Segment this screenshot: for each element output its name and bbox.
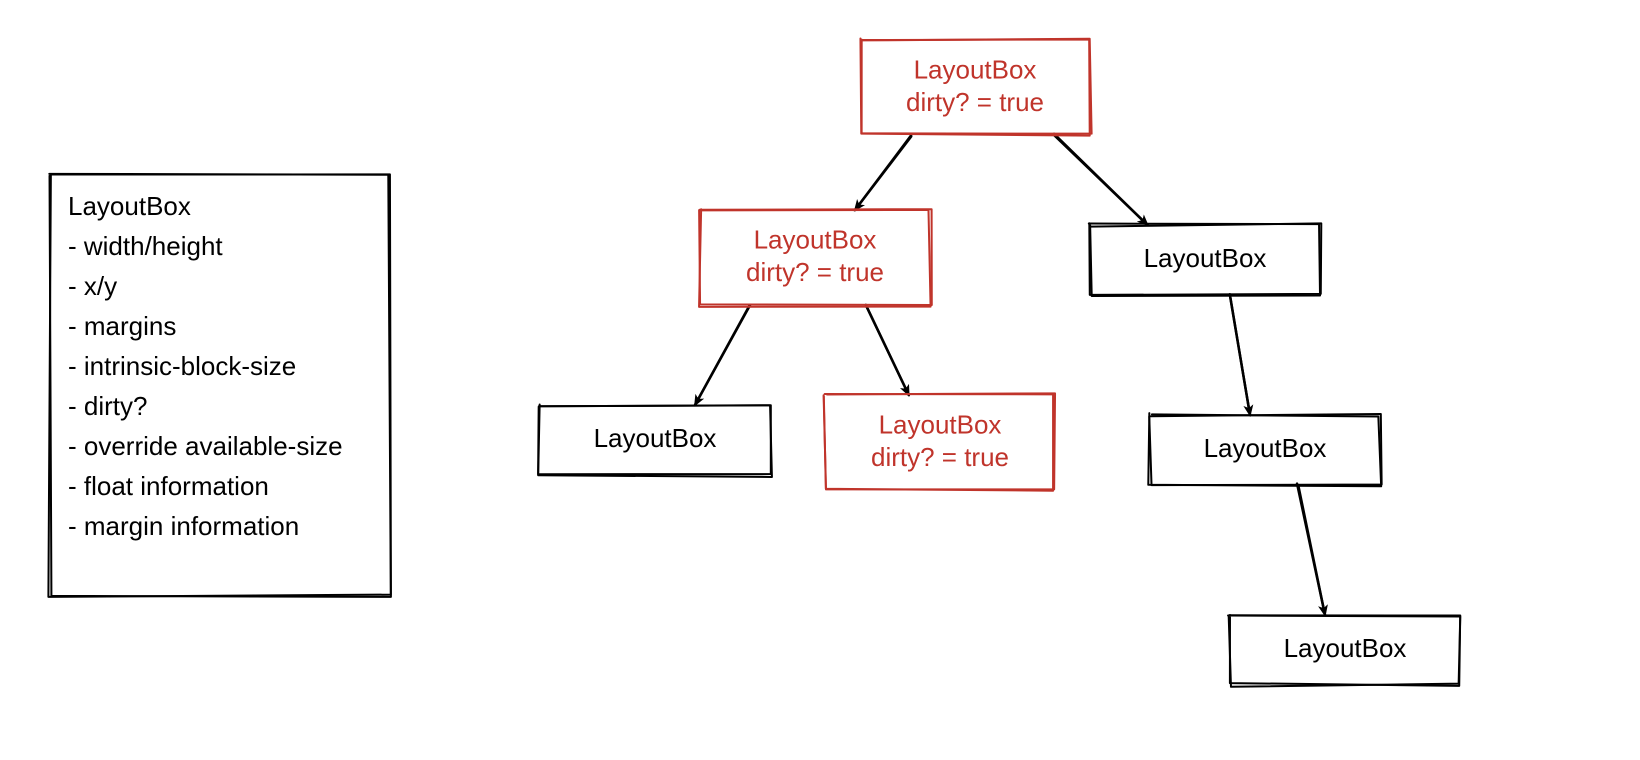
tree-node-l3: LayoutBox xyxy=(1228,615,1460,687)
tree-node-root: LayoutBoxdirty? = true xyxy=(860,39,1091,136)
layoutbox-tree-diagram: LayoutBoxdirty? = trueLayoutBoxdirty? = … xyxy=(0,0,1640,760)
tree-node-label: dirty? = true xyxy=(906,87,1044,117)
info-panel-item: - override available-size xyxy=(68,431,343,461)
info-panel-item: - intrinsic-block-size xyxy=(68,351,296,381)
info-panel-item: - margin information xyxy=(68,511,299,541)
info-panel-item: - dirty? xyxy=(68,391,147,421)
tree-node-label: dirty? = true xyxy=(746,257,884,287)
info-panel-layer: LayoutBox - width/height - x/y - margins - i… xyxy=(48,174,391,597)
tree-node-l1l: LayoutBoxdirty? = true xyxy=(699,209,932,307)
tree-node-l2lr: LayoutBoxdirty? = true xyxy=(824,393,1055,490)
tree-edge xyxy=(1297,484,1325,615)
tree-edge xyxy=(1055,136,1148,225)
tree-node-l1r: LayoutBox xyxy=(1089,223,1321,296)
tree-edge xyxy=(855,135,911,210)
tree-node-l2ll: LayoutBox xyxy=(538,405,772,477)
tree-node-l2r: LayoutBox xyxy=(1148,413,1381,486)
info-panel-item: - float information xyxy=(68,471,269,501)
tree-edge xyxy=(695,305,750,405)
info-panel-title: LayoutBox xyxy=(68,191,191,221)
nodes-layer: LayoutBoxdirty? = trueLayoutBoxdirty? = … xyxy=(538,39,1460,687)
info-panel-item: - width/height xyxy=(68,231,223,261)
info-panel-item: - margins xyxy=(68,311,176,341)
tree-node-label: dirty? = true xyxy=(871,442,1009,472)
edges-layer xyxy=(695,134,1325,615)
tree-node-label: LayoutBox xyxy=(1204,433,1327,463)
tree-node-label: LayoutBox xyxy=(594,423,717,453)
info-panel-item: - x/y xyxy=(68,271,117,301)
tree-node-label: LayoutBox xyxy=(879,409,1002,439)
tree-edge xyxy=(1230,296,1250,415)
tree-node-label: LayoutBox xyxy=(754,224,877,254)
tree-node-label: LayoutBox xyxy=(914,54,1037,84)
tree-edge xyxy=(866,305,909,395)
tree-node-label: LayoutBox xyxy=(1144,243,1267,273)
tree-node-label: LayoutBox xyxy=(1284,633,1407,663)
